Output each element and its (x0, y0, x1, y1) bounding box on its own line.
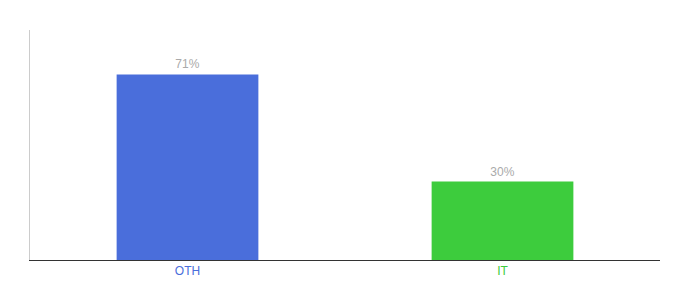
svg-text:IT: IT (497, 264, 508, 278)
svg-text:30%: 30% (490, 165, 514, 179)
svg-text:OTH: OTH (175, 264, 200, 278)
svg-text:71%: 71% (175, 57, 199, 71)
